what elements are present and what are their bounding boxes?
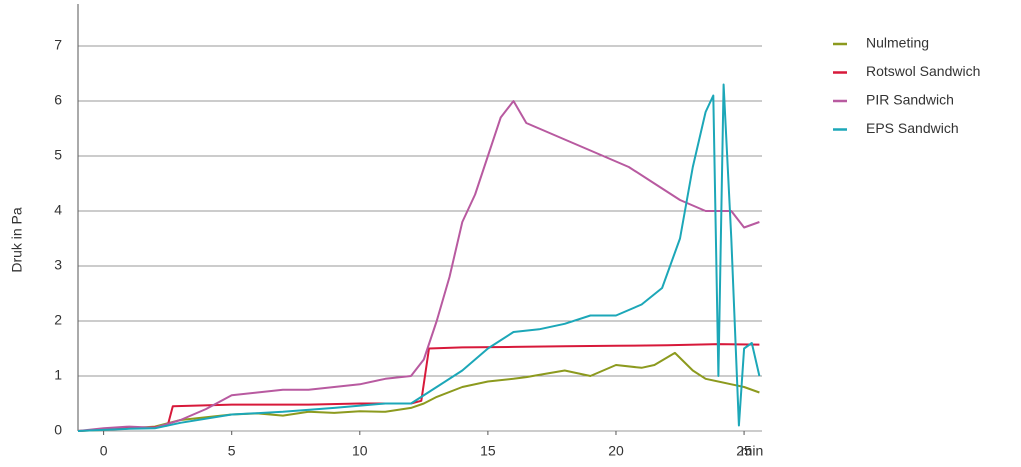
y-tick-label: 6 — [54, 92, 62, 108]
x-tick-label: 0 — [100, 443, 108, 459]
x-tick-label: 10 — [352, 443, 368, 459]
y-tick-label: 5 — [54, 147, 62, 163]
series-line — [77, 100, 760, 432]
y-tick-label: 4 — [54, 202, 62, 218]
series-line — [77, 343, 760, 432]
legend-label: Rotswol Sandwich — [866, 63, 980, 79]
series-line — [77, 83, 761, 432]
x-axis-unit: min — [741, 443, 764, 459]
x-tick-label: 20 — [608, 443, 624, 459]
legend-label: Nulmeting — [866, 35, 929, 51]
legend-label: EPS Sandwich — [866, 120, 959, 136]
legend-label: PIR Sandwich — [866, 92, 954, 108]
x-tick-label: 25 — [736, 443, 752, 459]
y-tick-label: 7 — [54, 37, 62, 53]
y-axis-label: Druk in Pa — [9, 207, 25, 273]
y-tick-label: 1 — [54, 367, 62, 383]
x-tick-label: 5 — [228, 443, 236, 459]
x-tick-label: 15 — [480, 443, 496, 459]
series-line — [77, 351, 760, 432]
y-tick-label: 0 — [54, 422, 62, 438]
y-tick-label: 3 — [54, 257, 62, 273]
y-tick-label: 2 — [54, 312, 62, 328]
